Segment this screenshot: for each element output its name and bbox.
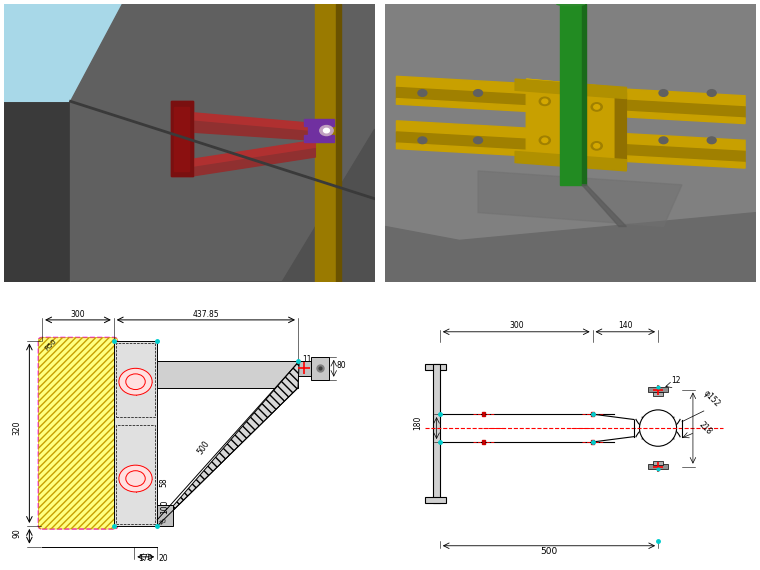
Text: R50: R50 — [43, 338, 57, 352]
Polygon shape — [4, 4, 375, 282]
Polygon shape — [189, 112, 315, 132]
Circle shape — [540, 136, 550, 144]
Polygon shape — [157, 361, 299, 526]
Text: φ152: φ152 — [701, 389, 722, 409]
Polygon shape — [478, 171, 682, 226]
Polygon shape — [174, 107, 189, 171]
Polygon shape — [515, 152, 626, 171]
Circle shape — [320, 125, 333, 136]
Text: 100: 100 — [160, 499, 169, 514]
Text: 218: 218 — [697, 420, 714, 437]
Polygon shape — [526, 79, 626, 93]
Polygon shape — [582, 4, 586, 185]
Text: 500: 500 — [195, 439, 211, 456]
Bar — [116, 425, 155, 524]
Circle shape — [594, 105, 600, 109]
Bar — [157, 506, 173, 526]
Polygon shape — [308, 121, 330, 140]
Polygon shape — [4, 4, 122, 101]
Circle shape — [119, 465, 152, 492]
Circle shape — [708, 89, 716, 96]
Circle shape — [591, 103, 602, 111]
Polygon shape — [397, 76, 745, 107]
Circle shape — [324, 128, 329, 133]
Circle shape — [473, 89, 483, 96]
Circle shape — [542, 99, 548, 104]
Text: 140: 140 — [618, 320, 632, 329]
Bar — [591, 412, 594, 416]
Ellipse shape — [557, 2, 584, 6]
Polygon shape — [71, 129, 375, 282]
Circle shape — [659, 89, 668, 96]
Polygon shape — [189, 149, 315, 177]
Text: 300: 300 — [71, 310, 85, 319]
Bar — [298, 361, 311, 376]
Polygon shape — [304, 135, 334, 142]
FancyBboxPatch shape — [38, 337, 118, 529]
Polygon shape — [385, 4, 756, 282]
Text: 20: 20 — [159, 518, 168, 526]
Polygon shape — [515, 79, 626, 99]
Polygon shape — [189, 121, 315, 140]
Bar — [425, 364, 446, 371]
Bar — [114, 340, 157, 526]
Text: 80: 80 — [337, 361, 346, 370]
Polygon shape — [526, 79, 616, 162]
Text: 180: 180 — [413, 416, 423, 430]
Bar — [653, 462, 663, 465]
Bar — [591, 440, 594, 444]
Polygon shape — [397, 132, 745, 162]
Text: 12: 12 — [671, 376, 681, 385]
Circle shape — [591, 142, 602, 150]
Polygon shape — [397, 121, 745, 152]
Circle shape — [594, 144, 600, 148]
Polygon shape — [71, 4, 375, 282]
Polygon shape — [315, 4, 336, 282]
Bar — [482, 440, 485, 444]
Bar — [433, 364, 440, 503]
Bar — [311, 357, 328, 380]
Bar — [653, 392, 663, 396]
Bar — [482, 412, 485, 416]
Polygon shape — [582, 185, 626, 226]
Circle shape — [418, 89, 427, 96]
Text: 437.85: 437.85 — [192, 310, 219, 319]
Text: 300: 300 — [509, 320, 524, 329]
Polygon shape — [336, 4, 341, 282]
Text: 20: 20 — [159, 554, 168, 563]
Text: 320: 320 — [12, 421, 21, 435]
Circle shape — [119, 368, 152, 395]
Polygon shape — [385, 213, 756, 282]
Circle shape — [542, 138, 548, 142]
Polygon shape — [397, 87, 745, 118]
Circle shape — [418, 137, 427, 144]
Circle shape — [659, 137, 668, 144]
Circle shape — [473, 137, 483, 144]
Polygon shape — [304, 120, 334, 127]
Polygon shape — [397, 143, 745, 168]
Text: 11: 11 — [302, 355, 312, 364]
Polygon shape — [397, 99, 745, 124]
Bar — [648, 387, 668, 392]
Polygon shape — [171, 101, 193, 177]
Polygon shape — [189, 140, 315, 168]
Bar — [648, 464, 668, 469]
Circle shape — [708, 137, 716, 144]
Polygon shape — [616, 87, 626, 168]
Polygon shape — [4, 4, 71, 282]
Bar — [116, 343, 155, 417]
Bar — [157, 361, 298, 388]
Circle shape — [639, 410, 676, 446]
Circle shape — [540, 97, 550, 105]
Text: 58: 58 — [160, 477, 169, 487]
Text: 90: 90 — [12, 528, 21, 538]
Text: 500: 500 — [540, 547, 558, 556]
Polygon shape — [171, 101, 193, 177]
Text: 170: 170 — [138, 554, 153, 563]
Bar — [425, 496, 446, 503]
Polygon shape — [559, 4, 582, 185]
